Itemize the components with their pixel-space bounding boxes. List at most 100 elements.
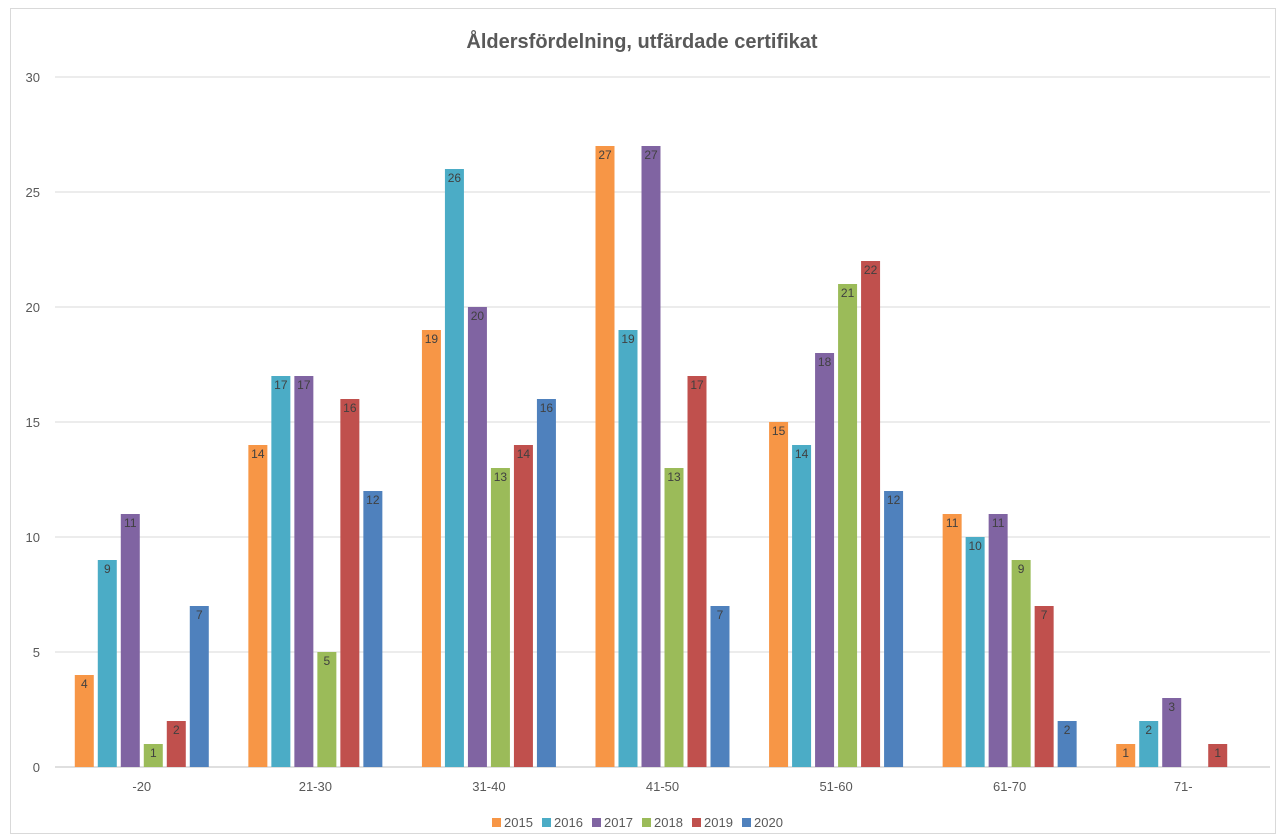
data-label: 14 (517, 447, 531, 461)
bar-2016--20 (97, 560, 117, 767)
legend-label: 2018 (654, 815, 683, 830)
legend-swatch-2019 (692, 818, 701, 827)
data-label: 17 (274, 378, 288, 392)
legend-label: 2019 (704, 815, 733, 830)
data-label: 7 (196, 608, 203, 622)
y-axis-ticks: 0 5 10 15 20 25 30 (26, 70, 40, 775)
bar-2015--20 (74, 675, 94, 767)
chart-title: Åldersfördelning, utfärdade certifikat (466, 29, 818, 53)
bar-2018-21-30 (317, 652, 337, 767)
data-label: 3 (1168, 700, 1175, 714)
bar-2017-21-30 (294, 376, 314, 767)
bar-2015-41-50 (595, 146, 615, 767)
data-label: 1 (150, 746, 157, 760)
bar-2020-21-30 (363, 491, 383, 767)
bar-2015-31-40 (421, 330, 441, 767)
data-label: 27 (644, 148, 658, 162)
bar-2020-41-50 (710, 606, 730, 767)
bar-2015-51-60 (769, 422, 789, 767)
data-label: 2 (173, 723, 180, 737)
data-label: 13 (667, 470, 681, 484)
data-label: 21 (841, 286, 855, 300)
y-tick-label: 5 (33, 645, 40, 660)
bar-2018-61-70 (1011, 560, 1031, 767)
bar-2020-31-40 (536, 399, 556, 767)
bar-2020-51-60 (884, 491, 904, 767)
x-tick-label: 41-50 (646, 779, 679, 794)
legend-swatch-2017 (592, 818, 601, 827)
bar-2019-21-30 (340, 399, 360, 767)
data-label: 9 (1018, 562, 1025, 576)
data-label: 14 (795, 447, 809, 461)
data-label: 11 (124, 516, 137, 530)
bars (74, 146, 1228, 767)
bar-2017-71- (1162, 698, 1182, 767)
legend: 2015 2016 2017 2018 2019 2020 (492, 815, 783, 830)
y-tick-label: 0 (33, 760, 40, 775)
data-label: 22 (864, 263, 878, 277)
bar-2015-21-30 (248, 445, 268, 767)
data-label: 13 (494, 470, 508, 484)
bar-2018-51-60 (838, 284, 858, 767)
bar-2019-41-50 (687, 376, 707, 767)
data-label: 12 (887, 493, 901, 507)
data-label: 19 (621, 332, 635, 346)
x-tick-label: 31-40 (472, 779, 505, 794)
data-label: 16 (343, 401, 357, 415)
y-tick-label: 10 (26, 530, 40, 545)
data-label: 2 (1064, 723, 1071, 737)
x-tick-label: 71- (1174, 779, 1193, 794)
bar-2015-71- (1116, 744, 1136, 767)
x-tick-label: -20 (132, 779, 151, 794)
bar-2018-31-40 (490, 468, 510, 767)
x-axis-ticks: -20 21-30 31-40 41-50 51-60 61-70 71- (132, 779, 1192, 794)
x-tick-label: 21-30 (299, 779, 332, 794)
data-label: 27 (598, 148, 612, 162)
data-label: 4 (81, 677, 88, 691)
data-label: 5 (324, 654, 331, 668)
data-label: 7 (717, 608, 724, 622)
bar-2017--20 (120, 514, 140, 767)
legend-swatch-2020 (742, 818, 751, 827)
bar-2019-51-60 (861, 261, 881, 767)
data-label: 17 (297, 378, 311, 392)
legend-label: 2015 (504, 815, 533, 830)
data-label: 10 (968, 539, 982, 553)
y-tick-label: 20 (26, 300, 40, 315)
data-label: 26 (448, 171, 462, 185)
y-tick-label: 30 (26, 70, 40, 85)
legend-label: 2020 (754, 815, 783, 830)
data-label: 1 (1214, 746, 1221, 760)
x-tick-label: 51-60 (819, 779, 852, 794)
bar-2018-41-50 (664, 468, 684, 767)
bar-2016-21-30 (271, 376, 291, 767)
bar-2017-61-70 (988, 514, 1008, 767)
data-label: 19 (425, 332, 439, 346)
data-label: 7 (1041, 608, 1048, 622)
data-label: 15 (772, 424, 786, 438)
data-label: 20 (471, 309, 485, 323)
bar-2020-61-70 (1057, 721, 1077, 767)
data-label: 1 (1122, 746, 1129, 760)
bar-2019--20 (166, 721, 186, 767)
bar-2017-31-40 (467, 307, 487, 767)
legend-swatch-2018 (642, 818, 651, 827)
data-label: 12 (366, 493, 380, 507)
bar-2016-71- (1139, 721, 1159, 767)
y-tick-label: 15 (26, 415, 40, 430)
data-label: 9 (104, 562, 111, 576)
bar-2019-61-70 (1034, 606, 1054, 767)
data-label: 2 (1145, 723, 1152, 737)
bar-2016-31-40 (444, 169, 464, 767)
bar-2019-71- (1208, 744, 1228, 767)
data-label: 14 (251, 447, 265, 461)
bar-2015-61-70 (942, 514, 962, 767)
legend-swatch-2016 (542, 818, 551, 827)
bar-2016-61-70 (965, 537, 985, 767)
bar-2019-31-40 (513, 445, 533, 767)
legend-swatch-2015 (492, 818, 501, 827)
data-label: 11 (946, 516, 959, 530)
bar-2017-51-60 (815, 353, 835, 767)
